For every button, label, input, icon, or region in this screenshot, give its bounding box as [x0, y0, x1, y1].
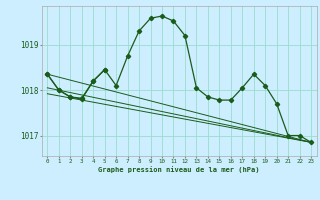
X-axis label: Graphe pression niveau de la mer (hPa): Graphe pression niveau de la mer (hPa) — [99, 166, 260, 173]
